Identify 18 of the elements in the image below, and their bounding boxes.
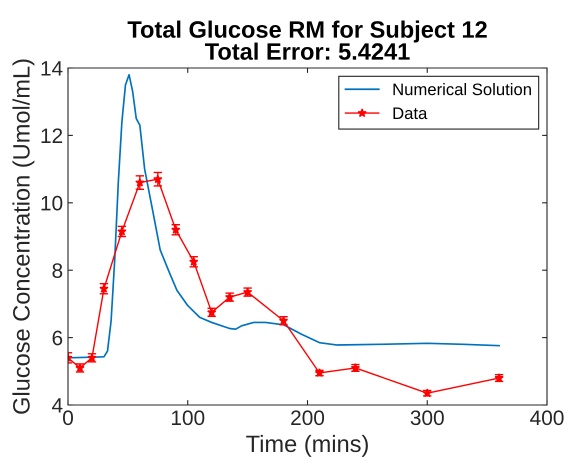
x-tick-label: 300 [410, 410, 444, 426]
point [135, 178, 145, 187]
y-axis-title: Glucose Concentration (Umol/mL) [12, 59, 34, 414]
y-tick-label: 12 [42, 128, 62, 143]
y-tick-label: 14 [42, 61, 63, 76]
point [153, 174, 162, 184]
x-tick-label: 200 [291, 410, 324, 426]
y-tick-label: 8 [52, 263, 62, 278]
y-tick-label: 10 [42, 196, 62, 211]
x-tick-label: 400 [530, 410, 564, 426]
legend-label: Data [393, 107, 428, 120]
chart-title: Total Glucose RM for Subject 12 Total Error: 5.4241 [128, 20, 487, 60]
x-axis-title: Time (mins) [246, 434, 368, 457]
legend-label: Numerical Solution [393, 83, 531, 96]
y-tick-label: 6 [52, 330, 62, 346]
x-tick-label: 0 [63, 410, 73, 426]
x-tick-label: 100 [172, 410, 204, 426]
y-tick-label: 4 [52, 398, 63, 413]
